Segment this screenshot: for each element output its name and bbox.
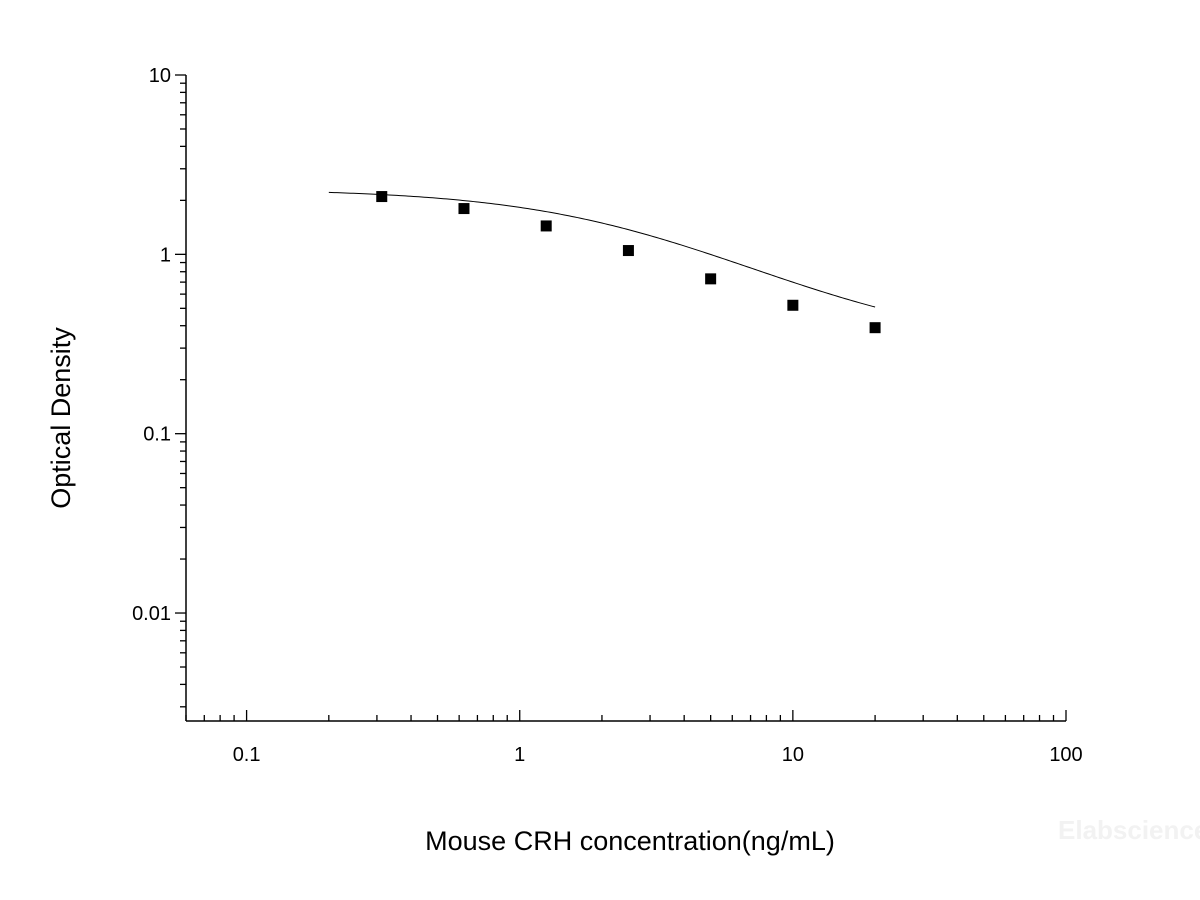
tick-labels: 0.1 1 10 100 0.01 0.1 1 10 (132, 65, 1083, 766)
data-point (540, 220, 552, 232)
data-point (458, 203, 470, 215)
x-axis-label: Mouse CRH concentration(ng/mL) (425, 826, 835, 856)
x-tick-label: 0.1 (233, 744, 261, 766)
ticks (175, 74, 1067, 721)
data-point (787, 299, 799, 311)
watermark-text: Elabscience (1058, 815, 1200, 845)
axes (185, 75, 1066, 722)
y-axis-label: Optical Density (46, 327, 76, 509)
y-tick-label: 10 (149, 65, 171, 87)
data-points (376, 191, 881, 334)
y-tick-label: 0.01 (132, 603, 171, 625)
data-point (705, 273, 717, 285)
y-tick-label: 0.1 (143, 424, 171, 446)
data-point (376, 191, 388, 203)
x-tick-label: 100 (1049, 744, 1082, 766)
fit-curve (328, 191, 876, 308)
data-point (622, 245, 634, 257)
y-tick-label: 1 (160, 244, 171, 266)
x-tick-label: 1 (514, 744, 525, 766)
data-point (869, 322, 881, 334)
x-tick-label: 10 (782, 744, 804, 766)
